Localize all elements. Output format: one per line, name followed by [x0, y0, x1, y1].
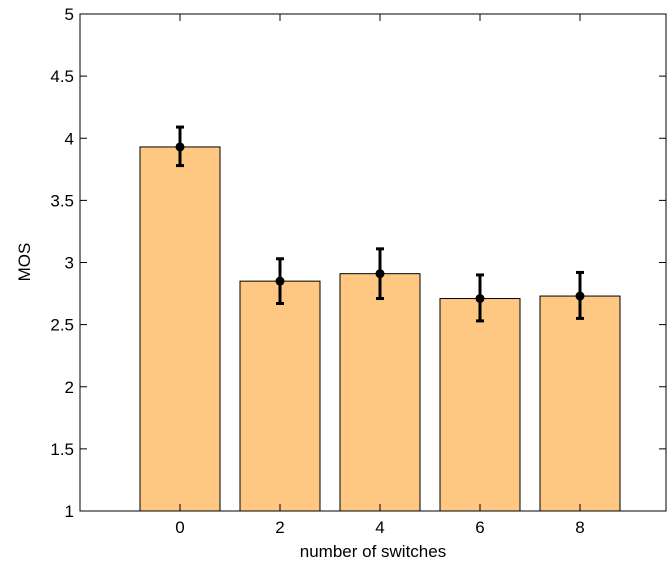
y-tick-label: 3.5 [50, 191, 74, 210]
y-tick-label: 4.5 [50, 67, 74, 86]
x-tick-label: 8 [575, 518, 584, 537]
mean-marker [175, 142, 185, 152]
error-bars-layer [175, 125, 585, 323]
y-tick-label: 4 [65, 129, 74, 148]
y-tick-label: 3 [65, 254, 74, 273]
mean-marker [575, 291, 585, 301]
mean-marker [275, 276, 285, 286]
x-tick-label: 4 [375, 518, 384, 537]
y-tick-label: 1.5 [50, 440, 74, 459]
bar [439, 298, 521, 512]
y-tick-label: 1 [65, 502, 74, 521]
axes-frame [79, 13, 667, 512]
x-axis-label: number of switches [300, 542, 446, 561]
bar [539, 295, 621, 512]
y-axis-label: MOS [15, 243, 34, 282]
bar [339, 273, 421, 512]
x-tick-label: 6 [475, 518, 484, 537]
x-tick-label: 0 [175, 518, 184, 537]
bar [239, 280, 321, 512]
y-tick-label: 5 [65, 5, 74, 24]
bar [139, 146, 221, 512]
x-tick-label: 2 [275, 518, 284, 537]
axes-layer: 0 2 4 6 8 1 1.5 2 2.5 3 3.5 4 4.5 5 [50, 5, 667, 537]
mean-marker [375, 269, 385, 279]
mean-marker [475, 294, 485, 304]
y-tick-label: 2.5 [50, 316, 74, 335]
bars-layer [139, 146, 621, 512]
y-tick-label: 2 [65, 378, 74, 397]
